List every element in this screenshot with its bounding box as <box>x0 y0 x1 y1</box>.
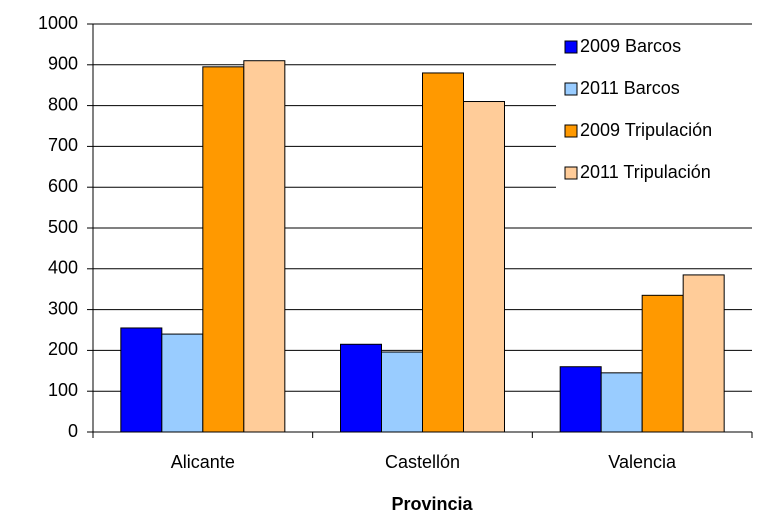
y-tick-label: 200 <box>48 339 78 359</box>
bar <box>202 66 245 433</box>
legend-marker <box>564 124 578 138</box>
legend-marker <box>564 40 578 54</box>
bar <box>682 274 725 433</box>
x-axis-title: Provincia <box>391 494 473 514</box>
y-tick-label: 800 <box>48 94 78 114</box>
x-tick-label: Castellón <box>385 452 460 472</box>
legend-label: 2009 Barcos <box>580 36 681 56</box>
bar <box>641 294 684 433</box>
legend-marker <box>564 82 578 96</box>
legend-label: 2009 Tripulación <box>580 120 712 140</box>
bar <box>120 327 163 433</box>
bar <box>463 101 505 433</box>
legend-marker <box>564 166 578 180</box>
bar <box>243 60 286 433</box>
x-tick-label: Alicante <box>171 452 235 472</box>
bar <box>559 366 602 433</box>
y-tick-label: 700 <box>48 135 78 155</box>
y-tick-label: 900 <box>48 54 78 74</box>
y-tick-label: 600 <box>48 176 78 196</box>
bar <box>422 72 464 433</box>
bar <box>600 372 643 433</box>
y-tick-label: 300 <box>48 298 78 318</box>
y-tick-label: 400 <box>48 258 78 278</box>
legend-label: 2011 Barcos <box>580 78 680 98</box>
y-tick-label: 500 <box>48 217 78 237</box>
bar <box>340 343 382 433</box>
bar <box>381 351 423 433</box>
y-tick-label: 0 <box>68 421 78 441</box>
y-tick-label: 100 <box>48 380 78 400</box>
x-tick-label: Valencia <box>608 452 677 472</box>
legend-label: 2011 Tripulación <box>580 162 711 182</box>
bar <box>161 333 204 433</box>
legend-box <box>556 26 756 194</box>
y-tick-label: 1000 <box>38 13 78 33</box>
